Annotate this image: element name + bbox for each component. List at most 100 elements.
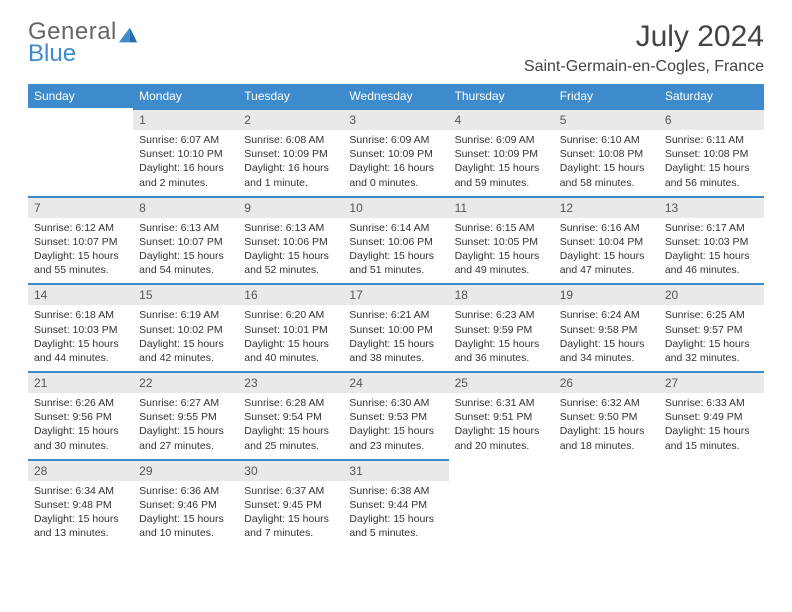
weekday-header: Monday (133, 84, 238, 108)
day-number: 10 (343, 196, 448, 218)
calendar-cell: 1Sunrise: 6:07 AMSunset: 10:10 PMDayligh… (133, 108, 238, 196)
month-title: July 2024 (524, 20, 764, 54)
day-number: 21 (28, 371, 133, 393)
sunrise-text: Sunrise: 6:38 AM (349, 484, 442, 498)
calendar-cell: 5Sunrise: 6:10 AMSunset: 10:08 PMDayligh… (554, 108, 659, 196)
sunrise-text: Sunrise: 6:13 AM (139, 221, 232, 235)
day-info: Sunrise: 6:27 AMSunset: 9:55 PMDaylight:… (133, 393, 238, 459)
day-info: Sunrise: 6:34 AMSunset: 9:48 PMDaylight:… (28, 481, 133, 547)
day-info: Sunrise: 6:12 AMSunset: 10:07 PMDaylight… (28, 218, 133, 284)
daylight-text: Daylight: 15 hours and 27 minutes. (139, 424, 232, 452)
sunset-text: Sunset: 9:59 PM (455, 323, 548, 337)
sunset-text: Sunset: 10:09 PM (455, 147, 548, 161)
day-info: Sunrise: 6:25 AMSunset: 9:57 PMDaylight:… (659, 305, 764, 371)
weekday-header: Sunday (28, 84, 133, 108)
calendar-cell: 28Sunrise: 6:34 AMSunset: 9:48 PMDayligh… (28, 459, 133, 547)
daylight-text: Daylight: 15 hours and 32 minutes. (665, 337, 758, 365)
daylight-text: Daylight: 16 hours and 0 minutes. (349, 161, 442, 189)
sunrise-text: Sunrise: 6:30 AM (349, 396, 442, 410)
daylight-text: Daylight: 15 hours and 10 minutes. (139, 512, 232, 540)
sunrise-text: Sunrise: 6:31 AM (455, 396, 548, 410)
sunset-text: Sunset: 9:58 PM (560, 323, 653, 337)
calendar-cell: 7Sunrise: 6:12 AMSunset: 10:07 PMDayligh… (28, 196, 133, 284)
day-number: 7 (28, 196, 133, 218)
calendar-cell: 3 Sunrise: 6:09 AMSunset: 10:09 PMDayligh… (343, 108, 448, 196)
day-number: 14 (28, 283, 133, 305)
sunrise-text: Sunrise: 6:20 AM (244, 308, 337, 322)
sunrise-text: Sunrise: 6:09 AM (349, 133, 442, 147)
sunset-text: Sunset: 9:54 PM (244, 410, 337, 424)
day-info: Sunrise: 6:23 AMSunset: 9:59 PMDaylight:… (449, 305, 554, 371)
day-info: Sunrise: 6:19 AMSunset: 10:02 PMDaylight… (133, 305, 238, 371)
calendar-cell: 19 Sunrise: 6:24 AMSunset: 9:58 PMDayligh… (554, 283, 659, 371)
calendar-cell: 29Sunrise: 6:36 AMSunset: 9:46 PMDayligh… (133, 459, 238, 547)
day-info: Sunrise: 6:32 AMSunset: 9:50 PMDaylight:… (554, 393, 659, 459)
sunrise-text: Sunrise: 6:19 AM (139, 308, 232, 322)
day-info: Sunrise: 6:26 AMSunset: 9:56 PMDaylight:… (28, 393, 133, 459)
weekday-header: Tuesday (238, 84, 343, 108)
day-number: 28 (28, 459, 133, 481)
calendar-cell: 18Sunrise: 6:23 AMSunset: 9:59 PMDayligh… (449, 283, 554, 371)
day-number: 3 (343, 108, 448, 130)
daylight-text: Daylight: 15 hours and 7 minutes. (244, 512, 337, 540)
day-info: Sunrise: 6:13 AMSunset: 10:07 PMDaylight… (133, 218, 238, 284)
calendar-cell: 12Sunrise: 6:16 AMSunset: 10:04 PMDaylig… (554, 196, 659, 284)
calendar-cell: 30Sunrise: 6:37 AMSunset: 9:45 PMDayligh… (238, 459, 343, 547)
day-number: 27 (659, 371, 764, 393)
sunrise-text: Sunrise: 6:12 AM (34, 221, 127, 235)
calendar-row: 7Sunrise: 6:12 AMSunset: 10:07 PMDayligh… (28, 196, 764, 284)
calendar-cell: 16Sunrise: 6:20 AMSunset: 10:01 PMDaylig… (238, 283, 343, 371)
daylight-text: Daylight: 15 hours and 18 minutes. (560, 424, 653, 452)
sunrise-text: Sunrise: 6:15 AM (455, 221, 548, 235)
sunset-text: Sunset: 9:56 PM (34, 410, 127, 424)
day-number: 19 (554, 283, 659, 305)
sunrise-text: Sunrise: 6:07 AM (139, 133, 232, 147)
sunrise-text: Sunrise: 6:24 AM (560, 308, 653, 322)
calendar-row: 28Sunrise: 6:34 AMSunset: 9:48 PMDayligh… (28, 459, 764, 547)
sunset-text: Sunset: 10:09 PM (349, 147, 442, 161)
day-number: 15 (133, 283, 238, 305)
sunrise-text: Sunrise: 6:09 AM (455, 133, 548, 147)
daylight-text: Daylight: 15 hours and 34 minutes. (560, 337, 653, 365)
calendar-cell: . (554, 459, 659, 547)
logo-triangle-icon (117, 24, 139, 46)
day-info: Sunrise: 6:07 AMSunset: 10:10 PMDaylight… (133, 130, 238, 196)
calendar-cell: 26Sunrise: 6:32 AMSunset: 9:50 PMDayligh… (554, 371, 659, 459)
calendar-cell: 13Sunrise: 6:17 AMSunset: 10:03 PMDaylig… (659, 196, 764, 284)
day-info: Sunrise: 6:14 AMSunset: 10:06 PMDaylight… (343, 218, 448, 284)
calendar-cell: 8Sunrise: 6:13 AMSunset: 10:07 PMDayligh… (133, 196, 238, 284)
sunset-text: Sunset: 10:09 PM (244, 147, 337, 161)
daylight-text: Daylight: 15 hours and 36 minutes. (455, 337, 548, 365)
daylight-text: Daylight: 15 hours and 59 minutes. (455, 161, 548, 189)
calendar-cell: 17Sunrise: 6:21 AMSunset: 10:00 PMDaylig… (343, 283, 448, 371)
header: General Blue July 2024 Saint-Germain-en-… (28, 20, 764, 76)
sunrise-text: Sunrise: 6:32 AM (560, 396, 653, 410)
sunset-text: Sunset: 9:57 PM (665, 323, 758, 337)
weekday-header: Friday (554, 84, 659, 108)
calendar-body: . 1Sunrise: 6:07 AMSunset: 10:10 PMDaylig… (28, 108, 764, 546)
sunset-text: Sunset: 9:45 PM (244, 498, 337, 512)
day-info: Sunrise: 6:13 AMSunset: 10:06 PMDaylight… (238, 218, 343, 284)
day-info: Sunrise: 6:30 AMSunset: 9:53 PMDaylight:… (343, 393, 448, 459)
sunset-text: Sunset: 9:55 PM (139, 410, 232, 424)
sunrise-text: Sunrise: 6:34 AM (34, 484, 127, 498)
daylight-text: Daylight: 15 hours and 30 minutes. (34, 424, 127, 452)
sunset-text: Sunset: 10:00 PM (349, 323, 442, 337)
day-number: 20 (659, 283, 764, 305)
day-number: 25 (449, 371, 554, 393)
calendar-cell: 27Sunrise: 6:33 AMSunset: 9:49 PMDayligh… (659, 371, 764, 459)
day-number: 1 (133, 108, 238, 130)
sunrise-text: Sunrise: 6:25 AM (665, 308, 758, 322)
sunset-text: Sunset: 10:01 PM (244, 323, 337, 337)
day-number: 22 (133, 371, 238, 393)
sunset-text: Sunset: 9:53 PM (349, 410, 442, 424)
sunset-text: Sunset: 10:08 PM (560, 147, 653, 161)
sunrise-text: Sunrise: 6:11 AM (665, 133, 758, 147)
daylight-text: Daylight: 15 hours and 46 minutes. (665, 249, 758, 277)
sunset-text: Sunset: 10:06 PM (349, 235, 442, 249)
daylight-text: Daylight: 15 hours and 55 minutes. (34, 249, 127, 277)
calendar-cell: 15Sunrise: 6:19 AMSunset: 10:02 PMDaylig… (133, 283, 238, 371)
logo-text-blue: Blue (28, 42, 117, 66)
day-number: 2 (238, 108, 343, 130)
calendar-cell: 10Sunrise: 6:14 AMSunset: 10:06 PMDaylig… (343, 196, 448, 284)
